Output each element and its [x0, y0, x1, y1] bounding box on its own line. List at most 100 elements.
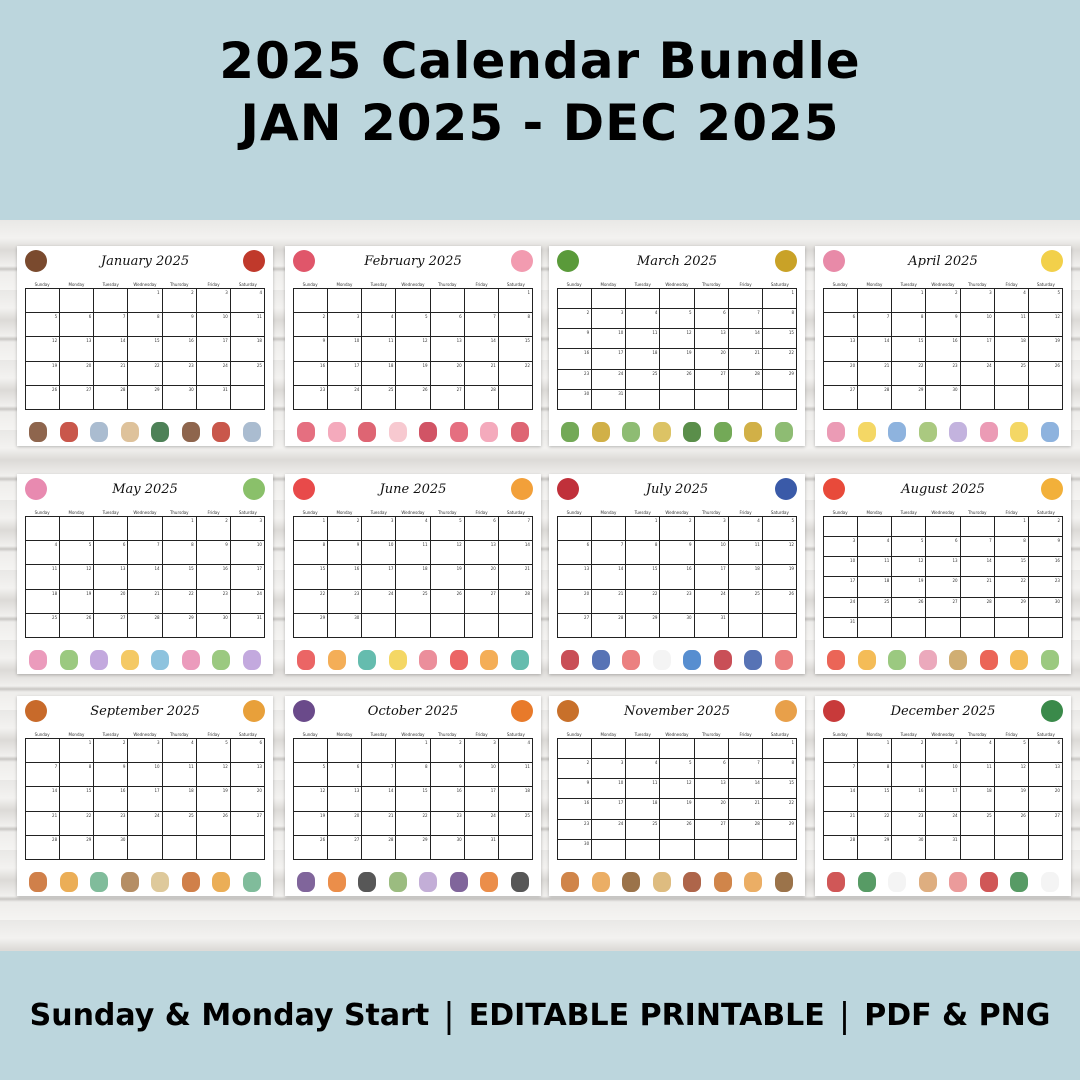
day-cell: 9 — [294, 337, 329, 362]
weekday-row: Sunday Monday Tuesday Wednesday Thursday Frid… — [557, 510, 797, 515]
day-cell — [294, 289, 329, 314]
day-cell — [824, 289, 859, 314]
day-cell: 20 — [430, 361, 465, 386]
day-cell: 17 — [196, 337, 231, 362]
calendar-page-3: March 2025 Sunday Monday Tuesday Wednesday Th… — [549, 246, 805, 446]
separator: | — [443, 995, 455, 1036]
day-cell: 23 — [162, 361, 197, 386]
illustration — [212, 650, 231, 670]
day-cell: 24 — [464, 811, 499, 836]
day-cell: 6 — [694, 759, 729, 780]
day-cell — [94, 517, 129, 542]
day-cell: 24 — [592, 369, 627, 390]
day-cell — [128, 517, 163, 542]
day-cell — [892, 617, 927, 638]
month-title: February 2025 — [364, 254, 462, 269]
day-cell: 22 — [762, 349, 797, 370]
day-cell — [694, 289, 729, 310]
day-cell: 27 — [328, 835, 363, 860]
day-cell: 6 — [60, 313, 95, 338]
weekday-label: Tuesday — [370, 510, 387, 515]
illustration — [297, 422, 316, 442]
day-cell: 17 — [128, 787, 163, 812]
weekday-label: Friday — [207, 282, 220, 287]
illustration-strip — [17, 416, 273, 446]
month-grid: 1 2 3 4 5 6 7 8 9 10 11 12 13 14 15 16 17 18 19 20 21 22 23 24 2… — [293, 516, 533, 638]
illustration — [979, 650, 998, 670]
day-cell: 19 — [660, 799, 695, 820]
day-cell: 13 — [694, 329, 729, 350]
day-cell: 6 — [94, 541, 129, 566]
weekday-label: Thursday — [169, 732, 189, 737]
day-cell — [1028, 835, 1063, 860]
day-cell: 12 — [1028, 313, 1063, 338]
day-cell — [728, 613, 763, 638]
month-title: November 2025 — [623, 704, 730, 719]
illustration — [181, 650, 200, 670]
day-cell — [362, 289, 397, 314]
day-cell: 24 — [926, 811, 961, 836]
month-grid: 1 2 3 4 5 6 7 8 9 10 11 12 13 14 15 16 17 18 19 20 21 22 23 24 2… — [293, 738, 533, 860]
day-cell: 30 — [926, 385, 961, 410]
day-cell: 15 — [396, 787, 431, 812]
day-cell: 5 — [762, 517, 797, 542]
day-cell — [626, 389, 661, 410]
illustration — [979, 422, 998, 442]
weekday-label: Tuesday — [634, 732, 651, 737]
weekday-row: Sunday Monday Tuesday Wednesday Thursday Frid… — [823, 732, 1063, 737]
day-cell: 16 — [558, 349, 593, 370]
month-title: March 2025 — [636, 254, 718, 269]
illustration — [1040, 650, 1059, 670]
day-cell: 8 — [128, 313, 163, 338]
day-cell: 26 — [396, 385, 431, 410]
illustration — [713, 422, 732, 442]
illustration — [242, 650, 261, 670]
day-cell: 12 — [660, 329, 695, 350]
day-cell — [328, 739, 363, 764]
day-cell: 3 — [328, 313, 363, 338]
weekday-label: Saturday — [506, 510, 525, 515]
month-grid: 1 2 3 4 5 6 7 8 9 10 11 12 13 14 15 16 17 18 19 20 21 22 23 24 2… — [823, 738, 1063, 860]
illustration — [652, 650, 671, 670]
illustration — [979, 872, 998, 892]
day-cell: 7 — [128, 541, 163, 566]
day-cell: 26 — [294, 835, 329, 860]
day-cell — [430, 289, 465, 314]
day-cell — [60, 517, 95, 542]
illustration — [591, 650, 610, 670]
weekday-label: Wednesday — [133, 510, 157, 515]
day-cell: 25 — [230, 361, 265, 386]
day-cell: 29 — [294, 613, 329, 638]
weekday-label: Wednesday — [665, 510, 689, 515]
illustration — [25, 250, 47, 272]
weekday-label: Monday — [336, 732, 353, 737]
illustration — [358, 422, 377, 442]
weekday-label: Monday — [866, 510, 883, 515]
day-cell: 12 — [294, 787, 329, 812]
day-cell: 25 — [626, 369, 661, 390]
feature-formats: PDF & PNG — [864, 998, 1051, 1033]
day-cell: 7 — [592, 541, 627, 566]
illustration — [181, 872, 200, 892]
day-cell: 28 — [26, 835, 61, 860]
day-cell: 3 — [592, 759, 627, 780]
day-cell: 16 — [558, 799, 593, 820]
illustration — [388, 872, 407, 892]
day-cell: 18 — [26, 589, 61, 614]
day-cell: 19 — [994, 787, 1029, 812]
month-title: August 2025 — [901, 482, 985, 497]
day-cell: 1 — [294, 517, 329, 542]
day-cell: 25 — [858, 597, 893, 618]
illustration — [90, 872, 109, 892]
day-cell: 28 — [498, 589, 533, 614]
illustration — [823, 478, 845, 500]
illustration — [857, 422, 876, 442]
day-cell: 1 — [396, 739, 431, 764]
day-cell: 1 — [498, 289, 533, 314]
day-cell: 24 — [824, 597, 859, 618]
day-cell: 21 — [464, 361, 499, 386]
day-cell: 23 — [328, 589, 363, 614]
month-title: April 2025 — [908, 254, 978, 269]
weekday-label: Friday — [1005, 282, 1018, 287]
illustration — [297, 650, 316, 670]
